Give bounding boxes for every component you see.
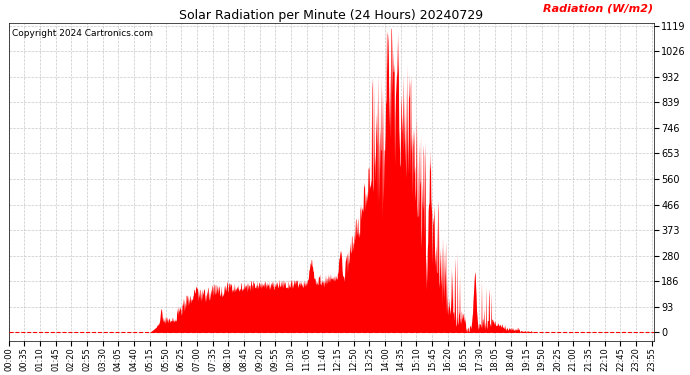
Text: Radiation (W/m2): Radiation (W/m2) <box>544 3 653 13</box>
Title: Solar Radiation per Minute (24 Hours) 20240729: Solar Radiation per Minute (24 Hours) 20… <box>179 9 483 22</box>
Text: Copyright 2024 Cartronics.com: Copyright 2024 Cartronics.com <box>12 29 153 38</box>
